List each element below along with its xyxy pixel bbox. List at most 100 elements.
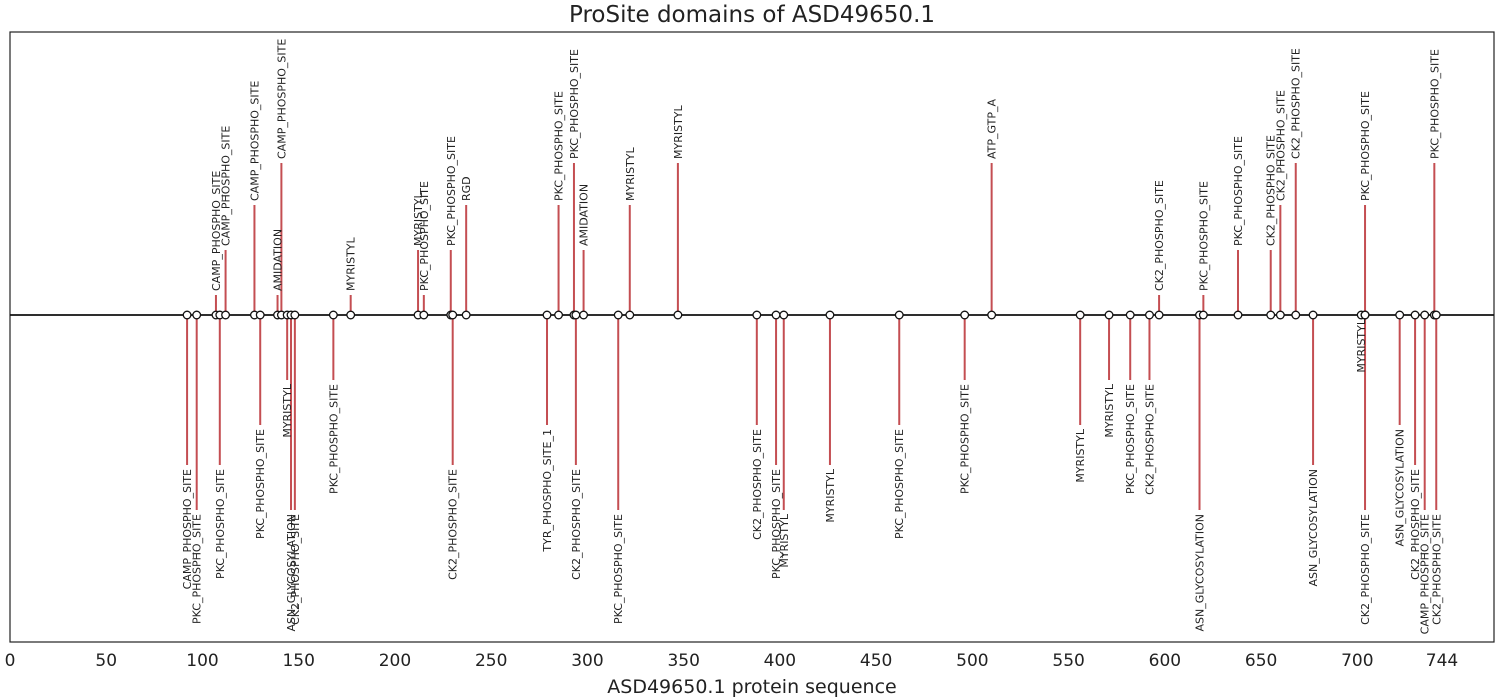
site-label: MYRISTYL xyxy=(345,236,358,291)
site-label: PKC_PHOSPHO_SITE xyxy=(1197,181,1210,291)
x-tick-label: 700 xyxy=(1341,651,1373,671)
site-label: CK2_PHOSPHO_SITE xyxy=(1274,90,1287,201)
site-label: MYRISTYL xyxy=(281,383,294,438)
site-marker xyxy=(625,310,635,320)
site-label: PKC_PHOSPHO_SITE xyxy=(893,429,906,539)
x-axis: 0 50 100 150 200 250 300 350 400 450 500 550 600 650 7… xyxy=(5,651,1459,671)
x-tick-label: 500 xyxy=(956,651,988,671)
site-label: AMIDATION xyxy=(272,229,285,291)
site-label: PKC_PHOSPHO_SITE xyxy=(191,514,204,624)
site-label: ASN_GLYCOSYLATION xyxy=(1394,429,1407,547)
site-label: RGD xyxy=(460,176,473,201)
site-label: MYRISTYL xyxy=(412,191,425,246)
site-marker xyxy=(1431,310,1441,320)
x-tick-label: 150 xyxy=(282,651,314,671)
site-marker xyxy=(1233,310,1243,320)
x-tick-label: 200 xyxy=(379,651,411,671)
site-label: PKC_PHOSPHO_SITE xyxy=(1124,384,1137,494)
site-label: CAMP_PHOSPHO_SITE xyxy=(181,469,194,589)
site-marker xyxy=(1266,310,1276,320)
site-marker xyxy=(894,310,904,320)
site-label: MYRISTYL xyxy=(824,468,837,523)
site-marker xyxy=(448,310,458,320)
x-tick-label: 450 xyxy=(860,651,892,671)
site-marker xyxy=(771,310,781,320)
site-marker xyxy=(1275,310,1285,320)
site-label: TYR_PHOSPHO_SITE_1 xyxy=(541,429,554,553)
x-tick-label: 250 xyxy=(475,651,507,671)
site-marker xyxy=(182,310,192,320)
site-label: ASN_GLYCOSYLATION xyxy=(1194,514,1207,632)
site-label: CAMP_PHOSPHO_SITE xyxy=(220,126,233,246)
site-marker xyxy=(613,310,623,320)
plot-area-frame xyxy=(9,31,1495,643)
site-marker xyxy=(1198,310,1208,320)
x-tick-label: 300 xyxy=(571,651,603,671)
x-tick-label: 744 xyxy=(1426,651,1458,671)
site-marker xyxy=(1075,310,1085,320)
site-marker xyxy=(752,310,762,320)
site-marker xyxy=(1291,310,1301,320)
site-label: PKC_PHOSPHO_SITE xyxy=(553,91,566,201)
site-marker xyxy=(1104,310,1114,320)
site-label: MYRISTYL xyxy=(672,104,685,159)
labels-layer: CAMP_PHOSPHO_SITEPKC_PHOSPHO_SITECAMP_PH… xyxy=(181,39,1443,635)
site-label: PKC_PHOSPHO_SITE xyxy=(254,429,267,539)
site-label: MYRISTYL xyxy=(624,146,637,201)
site-label: PKC_PHOSPHO_SITE xyxy=(612,514,625,624)
site-marker xyxy=(1125,310,1135,320)
site-marker xyxy=(779,310,789,320)
site-label: CK2_PHOSPHO_SITE xyxy=(1409,469,1422,580)
site-label: CK2_PHOSPHO_SITE xyxy=(1359,514,1372,625)
x-tick-label: 650 xyxy=(1245,651,1277,671)
site-label: CK2_PHOSPHO_SITE xyxy=(570,469,583,580)
site-label: CK2_PHOSPHO_SITE xyxy=(1430,514,1443,625)
x-tick-label: 350 xyxy=(667,651,699,671)
site-marker xyxy=(1360,310,1370,320)
site-marker xyxy=(1395,310,1405,320)
x-tick-label: 600 xyxy=(1149,651,1181,671)
site-label: PKC_PHOSPHO_SITE xyxy=(418,181,431,291)
site-marker xyxy=(1420,310,1430,320)
site-label: PKC_PHOSPHO_SITE xyxy=(327,384,340,494)
site-marker xyxy=(542,310,552,320)
site-label: PKC_PHOSPHO_SITE xyxy=(1359,91,1372,201)
site-marker xyxy=(987,310,997,320)
x-tick-label: 100 xyxy=(186,651,218,671)
site-label: CK2_PHOSPHO_SITE xyxy=(751,429,764,540)
site-label: CK2_PHOSPHO_SITE xyxy=(289,514,302,625)
site-marker xyxy=(290,310,300,320)
site-label: CAMP_PHOSPHO_SITE xyxy=(1419,514,1432,634)
site-marker xyxy=(221,310,231,320)
site-label: PKC_PHOSPHO_SITE xyxy=(959,384,972,494)
site-marker xyxy=(328,310,338,320)
site-marker xyxy=(1308,310,1318,320)
site-label: CK2_PHOSPHO_SITE xyxy=(1153,180,1166,291)
site-marker xyxy=(255,310,265,320)
site-label: CAMP_PHOSPHO_SITE xyxy=(275,39,288,159)
site-marker xyxy=(1154,310,1164,320)
site-label: CAMP_PHOSPHO_SITE xyxy=(210,171,223,291)
site-marker xyxy=(1145,310,1154,320)
site-label: AMIDATION xyxy=(578,184,591,246)
site-marker xyxy=(673,310,683,320)
site-label: PKC_PHOSPHO_SITE xyxy=(770,469,783,579)
site-marker xyxy=(346,310,356,320)
site-label: CK2_PHOSPHO_SITE xyxy=(1143,384,1156,495)
site-marker xyxy=(579,310,589,320)
site-label: ATP_GTP_A xyxy=(986,98,999,159)
x-tick-label: 0 xyxy=(5,651,16,671)
stems-layer xyxy=(186,163,1438,510)
site-marker xyxy=(571,310,581,320)
site-label: CAMP_PHOSPHO_SITE xyxy=(248,81,261,201)
site-label: MYRISTYL xyxy=(1103,383,1116,438)
site-label: PKC_PHOSPHO_SITE xyxy=(445,136,458,246)
site-label: PKC_PHOSPHO_SITE xyxy=(568,49,581,159)
site-marker xyxy=(1410,310,1420,320)
x-axis-label: ASD49650.1 protein sequence xyxy=(607,676,896,698)
site-label: ASN_GLYCOSYLATION xyxy=(285,514,298,632)
site-marker xyxy=(419,310,429,320)
x-tick-label: 400 xyxy=(764,651,796,671)
site-label: PKC_PHOSPHO_SITE xyxy=(214,469,227,579)
